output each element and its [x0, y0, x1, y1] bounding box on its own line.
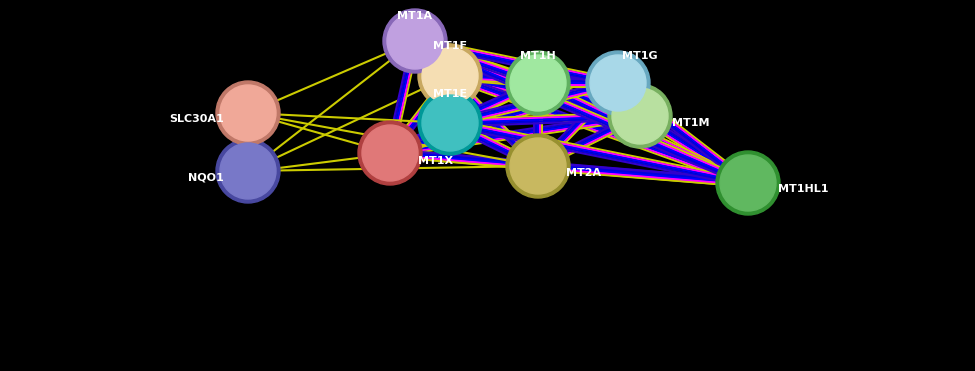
- Text: MT1E: MT1E: [433, 89, 467, 99]
- Text: MT1HL1: MT1HL1: [778, 184, 829, 194]
- Circle shape: [220, 85, 276, 141]
- Circle shape: [216, 139, 280, 203]
- Circle shape: [586, 51, 650, 115]
- Circle shape: [216, 81, 280, 145]
- Text: NQO1: NQO1: [188, 173, 224, 183]
- Text: MT1M: MT1M: [672, 118, 710, 128]
- Circle shape: [510, 138, 566, 194]
- Circle shape: [510, 55, 566, 111]
- Circle shape: [220, 143, 276, 199]
- Text: MT1X: MT1X: [418, 156, 453, 166]
- Circle shape: [362, 125, 418, 181]
- Text: SLC30A1: SLC30A1: [170, 114, 224, 124]
- Circle shape: [612, 88, 668, 144]
- Text: MT1F: MT1F: [433, 41, 467, 51]
- Circle shape: [422, 95, 478, 151]
- Circle shape: [418, 91, 482, 155]
- Circle shape: [418, 44, 482, 108]
- Text: MT1G: MT1G: [622, 51, 658, 61]
- Circle shape: [506, 134, 570, 198]
- Circle shape: [387, 13, 443, 69]
- Circle shape: [608, 84, 672, 148]
- Text: MT1A: MT1A: [398, 11, 433, 21]
- Text: MT2A: MT2A: [566, 168, 602, 178]
- Circle shape: [383, 9, 447, 73]
- Text: MT1H: MT1H: [520, 51, 556, 61]
- Circle shape: [422, 48, 478, 104]
- Circle shape: [358, 121, 422, 185]
- Circle shape: [716, 151, 780, 215]
- Circle shape: [720, 155, 776, 211]
- Circle shape: [590, 55, 646, 111]
- Circle shape: [506, 51, 570, 115]
